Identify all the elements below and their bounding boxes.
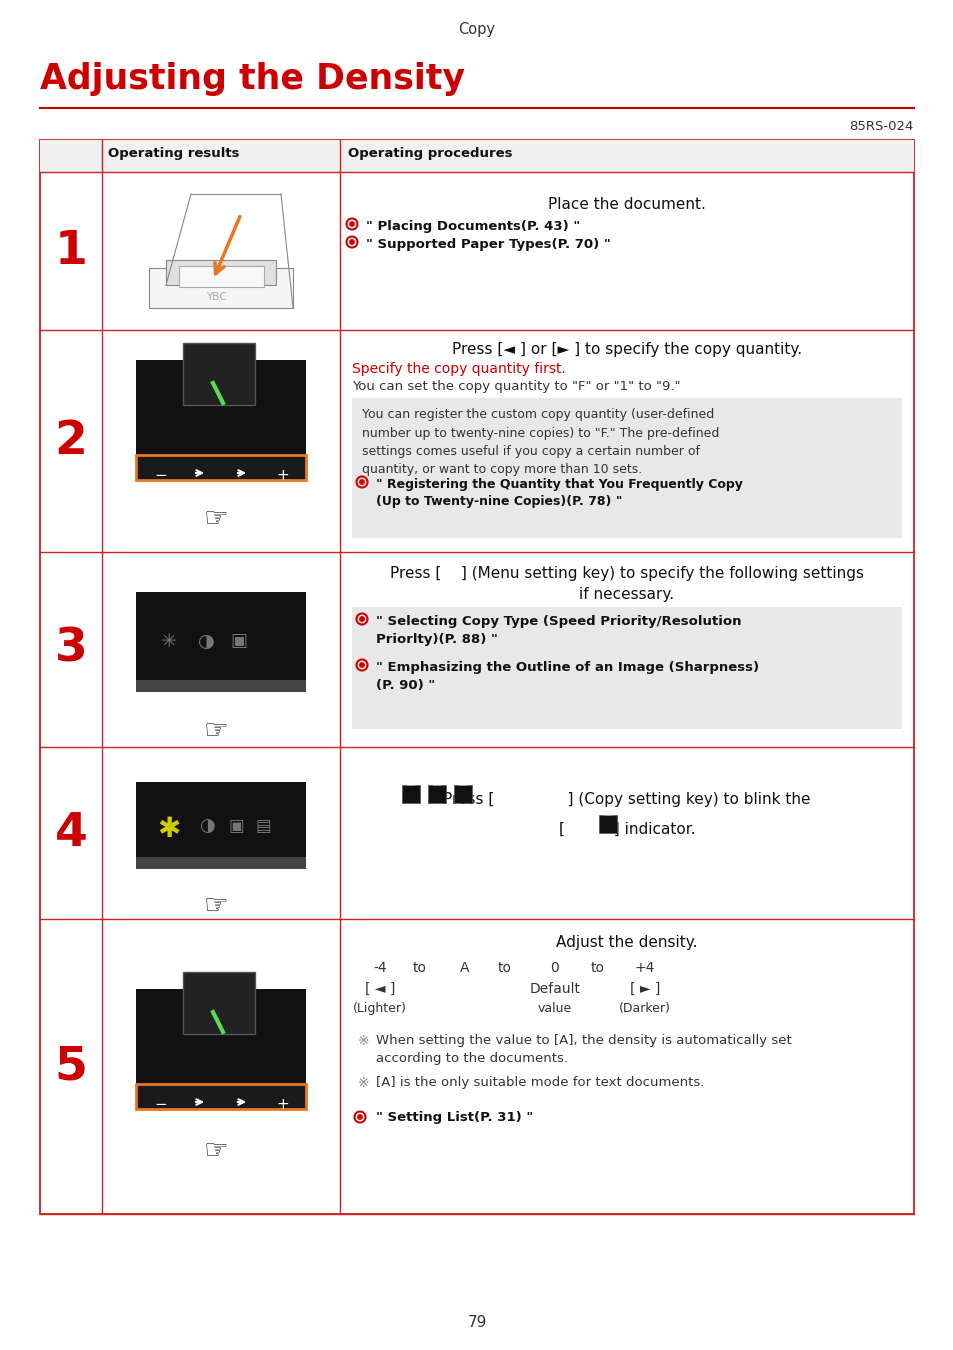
Text: ▣: ▣ [228,817,244,836]
Text: 2: 2 [54,418,88,463]
Bar [136,1084,306,1108]
Text: " Selecting Copy Type (Speed Priority/Resolution
Priorlty)(P. 88) ": " Selecting Copy Type (Speed Priority/Re… [375,616,740,645]
Text: 79: 79 [467,1315,486,1330]
Text: 1: 1 [54,228,88,274]
Text: A: A [459,961,469,975]
Text: ☞: ☞ [203,892,228,919]
Text: Adjust the density.: Adjust the density. [556,936,697,950]
Bar [136,455,306,481]
Text: +: + [276,468,289,483]
Text: Specify the copy quantity first.: Specify the copy quantity first. [352,362,565,377]
Bar [183,343,254,405]
Text: ☞: ☞ [203,1137,228,1165]
Text: Press [    ] (Menu setting key) to specify the following settings: Press [ ] (Menu setting key) to specify … [390,566,863,580]
FancyArrowPatch shape [214,216,239,274]
Circle shape [350,240,354,244]
Bar [352,398,901,539]
Text: [          ] indicator.: [ ] indicator. [558,822,695,837]
Text: You can set the copy quantity to "F" or "1" to "9.": You can set the copy quantity to "F" or … [352,379,679,393]
Circle shape [350,221,354,227]
Text: ■: ■ [457,776,468,786]
Bar [40,140,913,171]
Text: (Darker): (Darker) [618,1002,670,1015]
Text: ▣: ▣ [231,632,247,649]
Bar [401,784,419,803]
Bar [352,608,901,729]
Text: ✱: ✱ [157,815,180,842]
Text: ✳: ✳ [161,632,177,651]
Text: −: − [154,1098,167,1112]
Bar [136,593,306,682]
Text: [ ◄ ]: [ ◄ ] [364,981,395,996]
Text: value: value [537,1002,572,1015]
Bar [166,261,275,285]
Bar [149,269,293,308]
Text: to: to [590,961,604,975]
Text: to: to [497,961,512,975]
Text: Operating results: Operating results [108,147,239,161]
Text: " Registering the Quantity that You Frequently Copy
(Up to Twenty-nine Copies)(P: " Registering the Quantity that You Freq… [375,478,742,508]
Text: ■: ■ [432,776,442,786]
Text: [ ► ]: [ ► ] [629,981,659,996]
Bar [598,815,617,833]
Text: When setting the value to [A], the density is automatically set
according to the: When setting the value to [A], the densi… [375,1034,791,1065]
Text: Copy: Copy [458,22,495,36]
Text: ◑: ◑ [197,632,214,651]
Text: [A] is the only suitable mode for text documents.: [A] is the only suitable mode for text d… [375,1076,703,1089]
Bar [454,784,472,803]
Bar [136,782,306,863]
Text: 0: 0 [550,961,558,975]
Text: ■: ■ [602,806,613,815]
Text: if necessary.: if necessary. [578,587,674,602]
Text: Place the document.: Place the document. [547,197,705,212]
Text: ※: ※ [357,1034,369,1048]
Text: +4: +4 [634,961,655,975]
Text: YBC: YBC [206,292,226,302]
Text: ▤: ▤ [254,817,271,836]
Text: Operating procedures: Operating procedures [348,147,512,161]
Circle shape [357,1115,362,1119]
Text: Default: Default [529,981,579,996]
Text: " Placing Documents(P. 43) ": " Placing Documents(P. 43) " [366,220,579,234]
Text: 5: 5 [54,1044,88,1089]
Text: +: + [276,1098,289,1112]
Text: to: to [413,961,427,975]
Text: −: − [154,468,167,483]
Text: ☞: ☞ [203,505,228,533]
Text: ☞: ☞ [203,717,228,745]
Bar [179,266,264,288]
Text: ※: ※ [357,1076,369,1089]
Bar [136,360,306,460]
Text: ◑: ◑ [199,817,214,836]
Text: Adjusting the Density: Adjusting the Density [40,62,464,96]
Bar [40,140,913,1214]
Text: 85RS-024: 85RS-024 [849,120,913,134]
Text: -4: -4 [373,961,386,975]
Text: (Lighter): (Lighter) [353,1002,407,1015]
Circle shape [359,663,364,667]
Text: You can register the custom copy quantity (user-defined
number up to twenty-nine: You can register the custom copy quantit… [361,408,719,477]
Bar [183,972,254,1034]
Text: " Setting List(P. 31) ": " Setting List(P. 31) " [375,1111,533,1125]
Bar [428,784,446,803]
Bar [136,990,306,1089]
Text: Press [               ] (Copy setting key) to blink the: Press [ ] (Copy setting key) to blink th… [443,792,810,807]
Text: ■: ■ [405,776,416,786]
Text: 3: 3 [54,626,88,672]
Circle shape [359,617,364,621]
Text: " Supported Paper Types(P. 70) ": " Supported Paper Types(P. 70) " [366,238,610,251]
Text: Press [◄ ] or [► ] to specify the copy quantity.: Press [◄ ] or [► ] to specify the copy q… [452,342,801,356]
Bar [136,857,306,869]
Circle shape [359,479,364,485]
Bar [136,680,306,693]
Text: " Emphasizing the Outline of an Image (Sharpness)
(P. 90) ": " Emphasizing the Outline of an Image (S… [375,662,759,691]
Text: 4: 4 [54,810,88,856]
